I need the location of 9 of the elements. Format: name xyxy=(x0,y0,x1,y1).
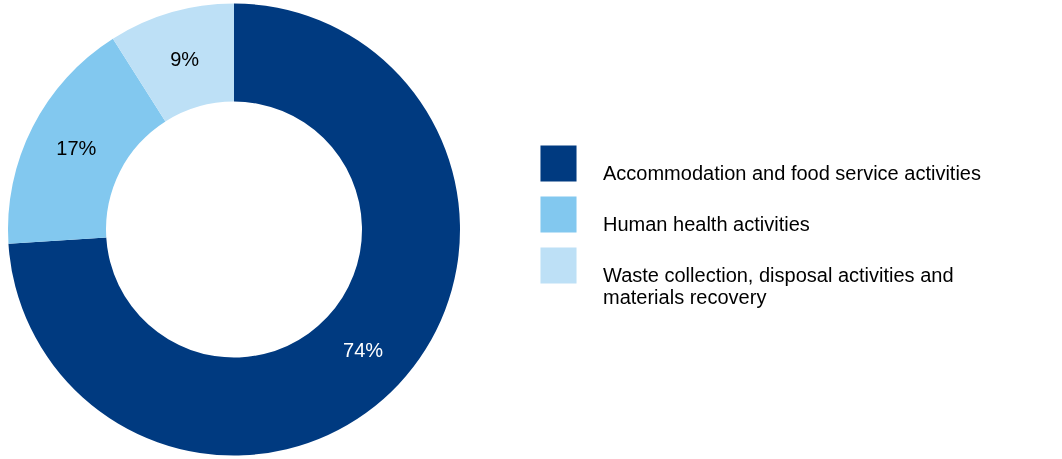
data-label: 74% xyxy=(343,338,384,361)
donut-slice xyxy=(8,38,166,244)
data-label: 9% xyxy=(170,47,200,70)
legend-label: Human health activities xyxy=(603,212,810,235)
legend-label: Waste collection, disposal activities and materials recovery xyxy=(603,263,954,308)
data-label: 17% xyxy=(56,137,97,160)
legend-label: Accommodation and food service activities xyxy=(603,161,981,184)
donut-slice xyxy=(112,3,234,122)
donut-slice xyxy=(8,3,460,456)
